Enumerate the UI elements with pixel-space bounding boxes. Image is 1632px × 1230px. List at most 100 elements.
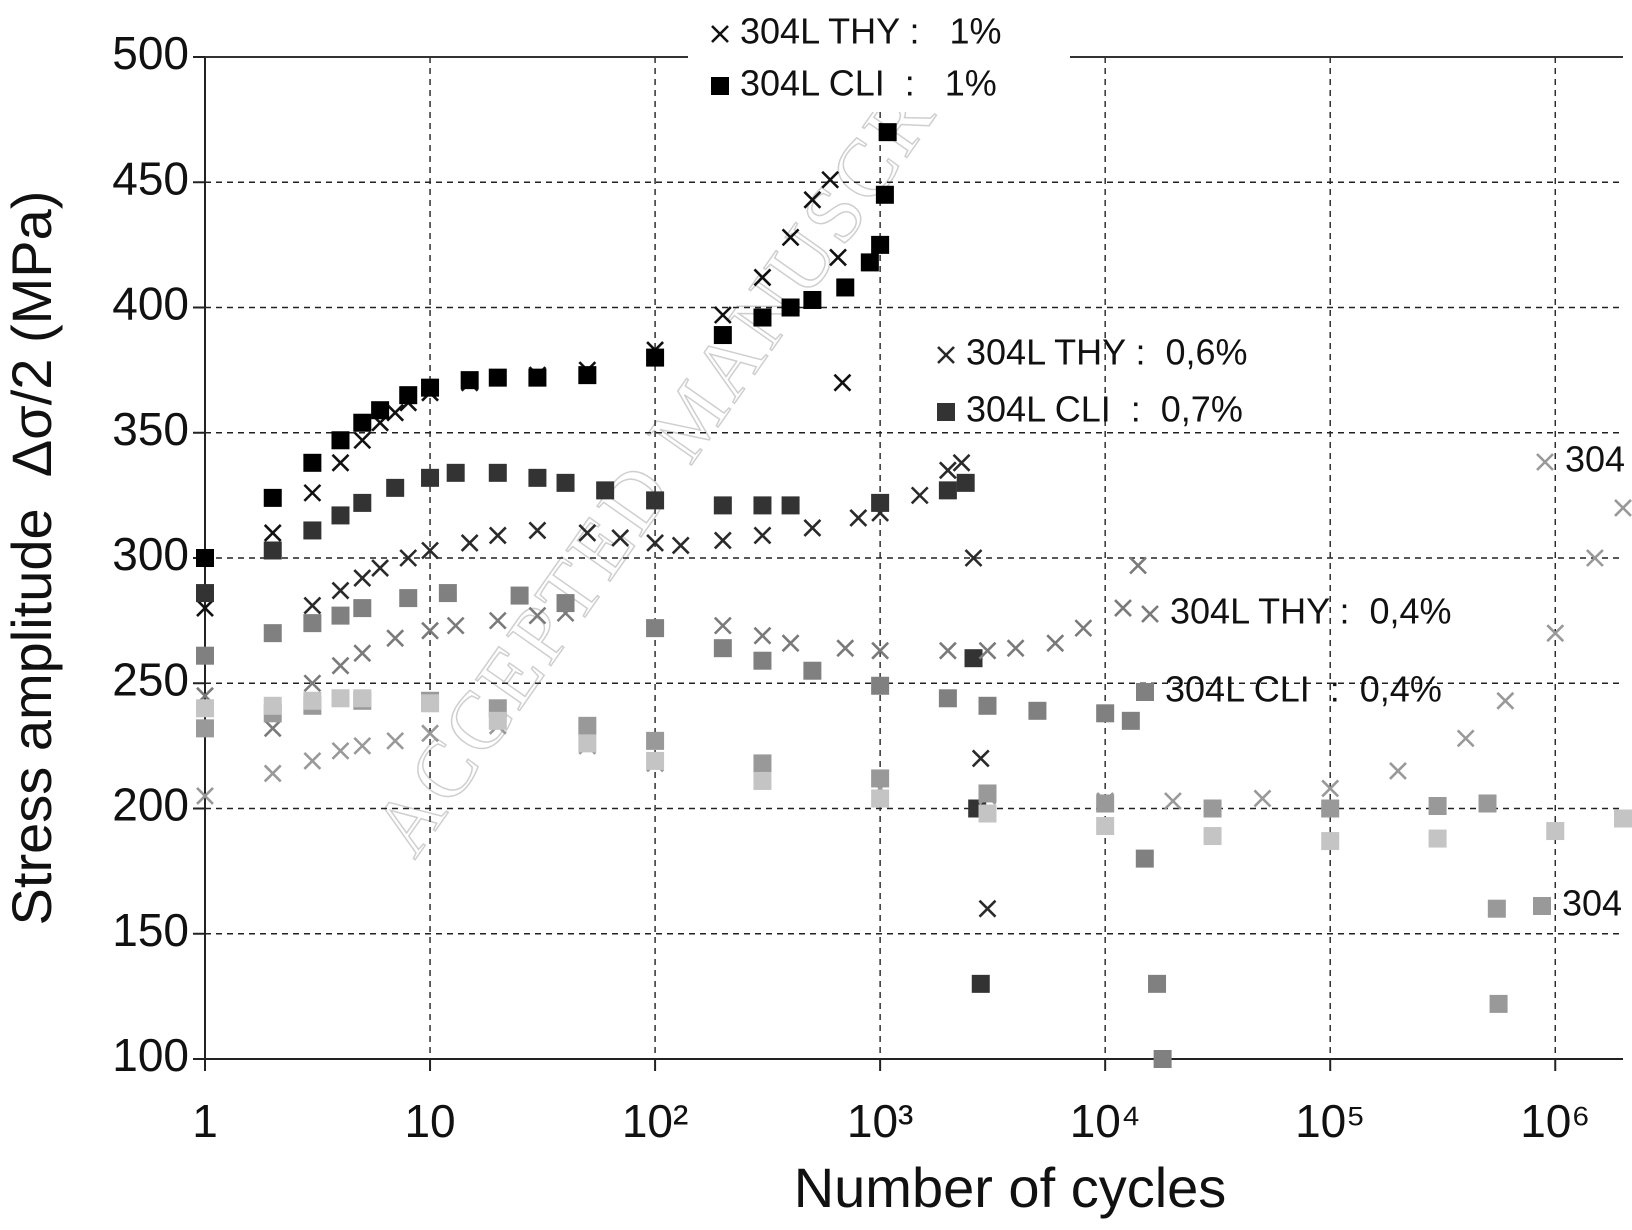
marker-stroke [386,731,405,750]
marker-square [1489,994,1508,1013]
marker-square [713,496,732,515]
marker-stroke [196,787,214,805]
data-point [421,694,440,713]
data-point [646,534,665,552]
legend-marker [1141,605,1159,623]
data-point [753,268,772,287]
marker-square [488,711,507,730]
data-point [860,253,879,272]
y-tick-label: 200 [112,779,189,831]
marker-square [556,473,575,492]
marker-square [578,716,597,735]
x-tick-label: 1 [192,1095,218,1147]
y-tick-label: 400 [112,278,189,330]
marker-stroke [1536,453,1554,471]
marker-stroke [421,541,439,560]
data-point [196,549,214,567]
data-point [1428,829,1447,848]
marker-square [871,493,890,512]
data-point [646,731,665,750]
marker-stroke [421,724,439,743]
data-point [871,641,890,660]
legend-box [688,0,1070,112]
marker-stroke [488,526,507,545]
marker-square [460,371,479,390]
marker-square [386,478,405,497]
marker-square [331,689,350,708]
data-point [488,463,507,482]
marker-stroke [371,559,390,577]
series-label: 304L THY : 1% [740,11,1002,52]
marker-square [510,586,529,605]
marker-stroke [1321,779,1340,798]
data-point [399,549,418,567]
marker-square [556,594,575,613]
marker-square [196,699,214,718]
marker-stroke [488,611,507,630]
marker-stroke [753,268,772,287]
data-point [978,784,997,803]
data-point [1203,799,1222,818]
data-point [978,804,997,823]
data-point [1321,779,1340,798]
marker-square [860,253,879,272]
data-point [803,519,822,537]
data-point [978,641,997,660]
data-point [196,584,214,603]
marker-stroke [952,453,971,472]
marker-square [713,326,732,345]
marker-square [871,789,890,808]
y-tick-label: 100 [112,1029,189,1081]
data-point [1489,994,1508,1013]
data-point [263,696,282,715]
marker-square [263,696,282,715]
data-point [1153,1050,1172,1068]
marker-square [353,493,372,512]
marker-square [1121,711,1140,730]
data-point [353,689,372,708]
marker-stroke [836,639,855,658]
marker-stroke [1389,762,1407,780]
data-point [803,290,822,309]
data-point [386,403,405,422]
data-point [263,488,282,507]
marker-stroke [399,549,418,567]
marker-square [1546,822,1565,841]
legend-marker [711,77,729,95]
marker-square [1428,796,1447,815]
marker-square [878,123,897,142]
marker-stroke [303,596,322,615]
marker-square [488,463,507,482]
x-axis-title: Number of cycles [794,1156,1227,1219]
marker-stroke [331,581,350,600]
marker-stroke [331,453,350,472]
data-point [263,719,282,738]
marker-square [753,651,772,670]
data-point [510,586,529,605]
marker-stroke [331,741,350,760]
data-point [556,473,575,492]
data-point [528,521,547,540]
marker-square [781,298,800,317]
marker-stroke [386,629,405,648]
data-point [386,731,405,750]
data-point [1321,799,1340,818]
y-tick-label: 150 [112,904,189,956]
marker-stroke [971,749,990,768]
y-axis-title: Stress amplitude Δσ/2 (MPa) [0,191,63,926]
data-point [353,569,372,587]
marker-stroke [263,764,282,783]
data-point [1456,729,1475,748]
marker-stroke [1074,619,1093,638]
data-point [803,661,822,680]
marker-square [353,689,372,708]
x-tick-label: 10² [622,1095,688,1147]
data-point [488,526,507,545]
marker-stroke [353,569,372,587]
data-point [399,386,418,405]
marker-square [331,506,350,525]
marker-square [421,694,440,713]
marker-square [753,754,772,773]
data-point [753,496,772,515]
